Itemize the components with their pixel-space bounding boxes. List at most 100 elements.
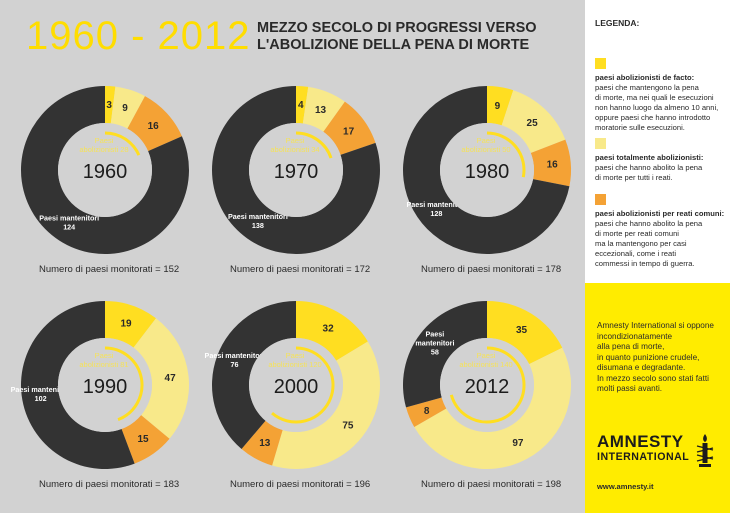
slice-de_facto-1980 <box>487 86 514 126</box>
slice-totali-1980 <box>501 90 566 153</box>
slice-de_facto-1960 <box>105 86 116 124</box>
value-label-totali-1980: 25 <box>527 118 539 129</box>
abolizionisti-label-1990: Paesi abolizionisti 81 <box>79 351 128 369</box>
year-label-1990: 1990 <box>83 376 128 398</box>
value-label-comuni-1960: 16 <box>148 121 160 132</box>
abolizionisti-label-line2-1980: abolizionisti 50 <box>461 145 510 154</box>
mantenitori-label-line-1980: 128 <box>430 209 442 218</box>
abolizionisti-arc-1960 <box>104 131 141 156</box>
legend-title: LEGENDA: <box>595 18 640 28</box>
monitor-count-1990: Numero di paesi monitorati = 183 <box>39 479 180 490</box>
abolizionisti-label-1980: Paesi abolizionisti 50 <box>461 136 510 154</box>
legend-head-totali: paesi totalmente abolizionisti: <box>595 153 704 162</box>
year-label-1970: 1970 <box>274 161 319 183</box>
abolizionisti-arc-1980 <box>486 131 526 178</box>
slice-mantenitori-2012 <box>403 301 487 408</box>
donut-1990: 19 47 15 Paesi mantenitori 102 Paesi abolizion… <box>11 301 189 469</box>
abolizionisti-label-line2-1960: abolizionisti 28 <box>79 145 128 154</box>
monitor-count-1960: Numero di paesi monitorati = 152 <box>39 264 180 275</box>
monitor-count-2000: Numero di paesi monitorati = 196 <box>230 479 371 490</box>
value-label-comuni-1980: 16 <box>547 160 559 171</box>
slice-totali-1970 <box>302 86 345 132</box>
mantenitori-label-1970: Paesi mantenitori 138 <box>228 212 288 230</box>
year-label-1980: 1980 <box>465 161 510 183</box>
abolizionisti-label-line2-1990: abolizionisti 81 <box>79 360 128 369</box>
years-heading: 1960 - 2012 <box>26 14 251 58</box>
main-title: MEZZO SECOLO DI PROGRESSI VERSO L'ABOLIZ… <box>257 20 537 54</box>
mantenitori-label-line-1970: Paesi mantenitori <box>228 212 288 221</box>
value-label-de_facto-1960: 3 <box>106 100 112 111</box>
slice-de_facto-1970 <box>296 86 309 124</box>
donut-1970: 4 13 17 Paesi mantenitori 138 Paesi abolizioni… <box>211 85 380 254</box>
value-label-comuni-1970: 17 <box>343 126 355 137</box>
legend-desc-totali: paesi che hanno abolito la pena di morte… <box>595 163 703 182</box>
slice-totali-2000 <box>272 341 380 470</box>
donut-1980: 9 25 16 Paesi mantenitori 128 Paesi abolizioni… <box>402 86 572 254</box>
mantenitori-label-line-1990: Paesi mantenitori <box>11 385 71 394</box>
value-label-totali-2000: 75 <box>342 421 354 432</box>
monitor-count-2012: Numero di paesi monitorati = 198 <box>421 479 562 490</box>
abolizionisti-arc-1990 <box>104 346 144 422</box>
abolizionisti-label-line2-2000: abolizionisti 120 <box>268 360 321 369</box>
legend-desc-comuni: paesi che hanno abolito la pena di morte… <box>595 219 703 268</box>
slice-comuni-1970 <box>323 101 376 155</box>
abolizionisti-label-2012: Paesi abolizionisti 140 <box>459 351 512 369</box>
mantenitori-label-1990: Paesi mantenitori 102 <box>11 385 71 403</box>
mantenitori-label-1960: Paesi mantenitori 124 <box>39 213 99 231</box>
slice-totali-2012 <box>414 347 571 469</box>
abolizionisti-label-1960: Paesi abolizionisti 28 <box>79 136 128 154</box>
monitor-count-1970: Numero di paesi monitorati = 172 <box>230 264 371 275</box>
year-label-1960: 1960 <box>83 161 128 183</box>
mantenitori-label-line-2000: 76 <box>231 360 239 369</box>
value-label-comuni-2000: 13 <box>259 438 271 449</box>
abolizionisti-label-line1-1960: Paesi <box>95 136 114 145</box>
main-title-line1: MEZZO SECOLO DI PROGRESSI VERSO <box>257 20 537 36</box>
abolizionisti-label-1970: Paesi abolizionisti 34 <box>270 136 319 154</box>
legend-head-comuni: paesi abolizionisti per reati comuni: <box>595 209 725 218</box>
amnesty-panel: Amnesty International si oppone incondiz… <box>585 283 730 513</box>
legend-item-totali: paesi totalmente abolizionisti: paesi ch… <box>595 138 727 183</box>
mantenitori-label-line-2012: Paesi <box>426 329 445 338</box>
value-label-de_facto-2000: 32 <box>323 323 335 334</box>
legend-desc-de-facto: paesi che mantengono la pena di morte, m… <box>595 83 719 132</box>
amnesty-logo: AMNESTY INTERNATIONAL <box>597 433 714 467</box>
legend-swatch-totali <box>595 138 606 149</box>
slice-de_facto-1990 <box>105 301 156 348</box>
mantenitori-label-1980: Paesi mantenitori 128 <box>406 200 466 218</box>
slice-comuni-2000 <box>241 420 283 466</box>
value-label-de_facto-1970: 4 <box>298 100 304 111</box>
legend-swatch-comuni <box>595 194 606 205</box>
donut-center-1980 <box>440 123 534 217</box>
slice-totali-1960 <box>110 86 145 129</box>
slice-mantenitori-2000 <box>212 301 296 449</box>
mantenitori-label-line-1980: Paesi mantenitori <box>406 200 466 209</box>
abolizionisti-label-line1-2000: Paesi <box>286 351 305 360</box>
value-label-comuni-1990: 15 <box>137 434 149 445</box>
candle-barbed-wire-icon <box>696 434 714 467</box>
value-label-totali-1990: 47 <box>165 373 177 384</box>
donut-center-2000 <box>249 338 343 432</box>
legend-swatch-de-facto <box>595 58 606 69</box>
slice-mantenitori-1980 <box>402 86 570 254</box>
abolizionisti-label-line2-1970: abolizionisti 34 <box>270 145 319 154</box>
abolizionisti-arc-1970 <box>295 131 333 159</box>
slice-mantenitori-1960 <box>20 85 189 255</box>
abolizionisti-label-line2-2012: abolizionisti 140 <box>459 360 512 369</box>
amnesty-statement: Amnesty International si oppone incondiz… <box>597 321 714 393</box>
slice-mantenitori-1990 <box>20 301 135 469</box>
mantenitori-label-2012: Paesi mantenitori 58 <box>415 329 454 356</box>
value-label-de_facto-2012: 35 <box>516 325 528 336</box>
legend-item-de-facto: paesi abolizionisti de facto: paesi che … <box>595 58 727 133</box>
value-label-totali-1960: 9 <box>122 103 128 114</box>
logo-word-international: INTERNATIONAL <box>597 451 690 463</box>
mantenitori-label-line-2000: Paesi mantenitori <box>205 351 265 360</box>
donut-2000: 32 75 13 Paesi mantenitori 76 Paesi abolizioni… <box>205 301 380 470</box>
year-label-2012: 2012 <box>465 376 510 398</box>
mantenitori-label-line-1960: Paesi mantenitori <box>39 213 99 222</box>
slice-comuni-1990 <box>121 415 170 464</box>
legend-head-de-facto: paesi abolizionisti de facto: <box>595 73 695 82</box>
donut-center-1970 <box>249 123 343 217</box>
slice-totali-1990 <box>133 318 189 439</box>
